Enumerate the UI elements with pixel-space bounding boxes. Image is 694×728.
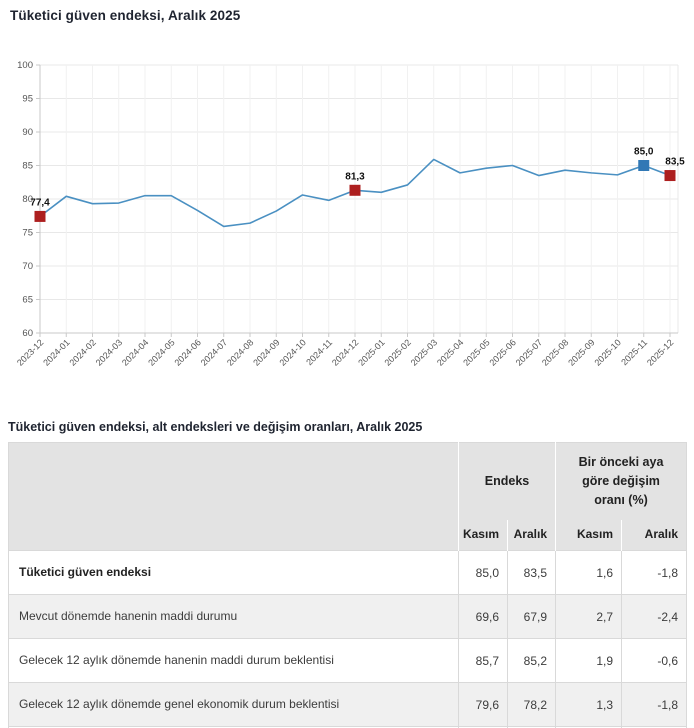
x-tick-label: 2024-12 bbox=[330, 337, 360, 367]
cell-value: 2,7 bbox=[555, 594, 622, 639]
month-column-header: Kasım bbox=[555, 520, 622, 551]
cell-value: -2,3 bbox=[620, 726, 687, 728]
x-tick-label: 2025-11 bbox=[619, 337, 649, 367]
cell-value: 67,9 bbox=[507, 594, 556, 639]
cell-value: 83,5 bbox=[507, 550, 556, 595]
x-tick-label: 2025-07 bbox=[514, 337, 544, 367]
x-tick-label: 2025-01 bbox=[356, 337, 386, 367]
y-tick-label: 80 bbox=[22, 194, 33, 205]
table-row: Mevcut dönemde hanenin maddi durumu 69,6 6… bbox=[8, 594, 687, 639]
label-column-header bbox=[8, 442, 459, 551]
data-point-marker bbox=[349, 184, 361, 196]
x-tick-label: 2025-08 bbox=[540, 337, 570, 367]
y-tick-label: 100 bbox=[17, 60, 33, 71]
month-header-row: Kasım Aralık Kasım Aralık bbox=[9, 520, 687, 551]
x-tick-label: 2024-08 bbox=[225, 337, 255, 367]
x-tick-label: 2024-01 bbox=[41, 337, 71, 367]
month-column-header: Aralık bbox=[507, 520, 556, 551]
cell-value: 85,7 bbox=[458, 638, 508, 683]
cell-value: 102,6 bbox=[507, 726, 556, 728]
cell-value: -1,8 bbox=[620, 682, 687, 727]
cell-value: 69,6 bbox=[458, 594, 508, 639]
cell-value: 1,3 bbox=[555, 682, 622, 727]
x-tick-label: 2024-05 bbox=[146, 337, 176, 367]
row-label: Gelecek 12 aylık dönemde dayanıklı tüket… bbox=[8, 726, 459, 728]
cell-value: 79,6 bbox=[458, 682, 508, 727]
x-tick-label: 2025-09 bbox=[566, 337, 596, 367]
cell-value: 0,9 bbox=[555, 726, 622, 728]
cell-value: -1,8 bbox=[620, 550, 687, 595]
x-tick-label: 2025-03 bbox=[409, 337, 439, 367]
table-header: Endeks Bir önceki aya göre değişim oranı… bbox=[8, 442, 687, 551]
x-tick-label: 2025-04 bbox=[435, 337, 465, 367]
x-tick-label: 2023-12 bbox=[15, 337, 45, 367]
table-row: Gelecek 12 aylık dönemde hanenin maddi d… bbox=[8, 638, 687, 683]
x-tick-label: 2025-12 bbox=[645, 337, 675, 367]
cell-value: 85,2 bbox=[507, 638, 556, 683]
group-header-row: Endeks Bir önceki aya göre değişim oranı… bbox=[8, 442, 687, 551]
x-tick-label: 2024-03 bbox=[94, 337, 124, 367]
y-tick-label: 90 bbox=[22, 127, 33, 138]
chart-title: Tüketici güven endeksi, Aralık 2025 bbox=[10, 8, 241, 23]
table-body: Tüketici güven endeksi 85,0 83,5 1,6 -1,8 Mev… bbox=[8, 550, 687, 728]
x-tick-label: 2025-06 bbox=[487, 337, 517, 367]
month-column-header: Kasım bbox=[458, 520, 508, 551]
table-title: Tüketici güven endeksi, alt endeksleri v… bbox=[8, 420, 423, 434]
data-point-label: 83,5 bbox=[665, 157, 685, 168]
cell-value: -0,6 bbox=[620, 638, 687, 683]
x-tick-label: 2025-10 bbox=[592, 337, 622, 367]
table-row: Gelecek 12 aylık dönemde genel ekonomik … bbox=[8, 682, 687, 727]
row-label: Gelecek 12 aylık dönemde genel ekonomik … bbox=[8, 682, 459, 727]
x-tick-label: 2024-11 bbox=[304, 337, 334, 367]
cell-value: 78,2 bbox=[507, 682, 556, 727]
cell-value: 85,0 bbox=[458, 550, 508, 595]
data-point-marker bbox=[638, 160, 650, 171]
consumer-confidence-line-chart: 60 65 70 75 80 85 90 95 100 2023-122024-012024-02… bbox=[15, 60, 685, 368]
y-tick-label: 60 bbox=[22, 328, 33, 339]
data-point-label: 81,3 bbox=[345, 171, 365, 182]
data-point-label: 77,4 bbox=[30, 197, 50, 208]
row-label: Mevcut dönemde hanenin maddi durumu bbox=[8, 594, 459, 639]
row-label: Gelecek 12 aylık dönemde hanenin maddi d… bbox=[8, 638, 459, 683]
y-tick-label: 75 bbox=[22, 228, 33, 239]
x-tick-label: 2024-06 bbox=[172, 337, 202, 367]
index-group-header: Endeks bbox=[458, 442, 556, 520]
y-tick-label: 85 bbox=[22, 161, 33, 172]
sub-indices-table: Endeks Bir önceki aya göre değişim oranı… bbox=[8, 442, 688, 728]
x-tick-label: 2025-02 bbox=[382, 337, 412, 367]
table-row: Gelecek 12 aylık dönemde dayanıklı tüket… bbox=[8, 726, 687, 728]
cell-value: 1,6 bbox=[555, 550, 622, 595]
x-tick-label: 2024-09 bbox=[251, 337, 281, 367]
cell-value: 105,0 bbox=[458, 726, 508, 728]
x-tick-label: 2025-05 bbox=[461, 337, 491, 367]
cell-value: 1,9 bbox=[555, 638, 622, 683]
x-tick-label: 2024-02 bbox=[67, 337, 97, 367]
month-column-header: Aralık bbox=[620, 520, 687, 551]
data-point-marker bbox=[664, 170, 676, 182]
x-tick-label: 2024-07 bbox=[199, 337, 229, 367]
y-tick-label: 95 bbox=[22, 94, 33, 105]
x-tick-label: 2024-04 bbox=[120, 337, 150, 367]
data-point-label: 85,0 bbox=[634, 147, 654, 158]
data-point-marker bbox=[34, 210, 46, 222]
row-label: Tüketici güven endeksi bbox=[8, 550, 459, 595]
change-rate-group-header: Bir önceki aya göre değişim oranı (%) bbox=[554, 442, 687, 520]
table-row: Tüketici güven endeksi 85,0 83,5 1,6 -1,8 bbox=[8, 550, 687, 595]
y-tick-label: 70 bbox=[22, 261, 33, 272]
cell-value: -2,4 bbox=[620, 594, 687, 639]
x-tick-label: 2024-10 bbox=[277, 337, 307, 367]
y-tick-label: 65 bbox=[22, 295, 33, 306]
